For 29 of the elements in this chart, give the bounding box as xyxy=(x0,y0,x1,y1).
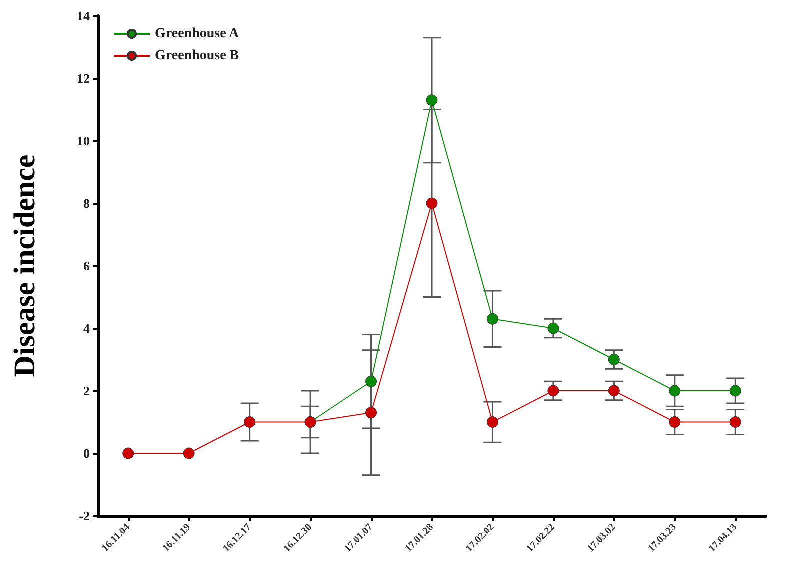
point xyxy=(183,448,195,460)
point xyxy=(730,385,742,397)
y-tick-label: 8 xyxy=(84,196,90,211)
point xyxy=(669,385,681,397)
legend-label: Greenhouse B xyxy=(155,48,240,64)
y-tick-label: 14 xyxy=(77,8,90,24)
y-tick-label: 6 xyxy=(84,258,90,274)
point xyxy=(608,354,620,366)
point xyxy=(669,416,681,428)
point xyxy=(548,322,560,334)
point xyxy=(366,407,378,419)
point xyxy=(486,416,498,428)
y-tick-label: -2 xyxy=(79,508,90,524)
y-tick-label: 12 xyxy=(77,71,90,86)
point xyxy=(486,313,498,325)
point xyxy=(730,416,742,428)
point xyxy=(366,376,378,388)
point xyxy=(244,416,256,428)
y-tick-label: 10 xyxy=(77,134,90,148)
point xyxy=(608,385,620,397)
point xyxy=(122,448,134,460)
y-axis-title: Disease incidence xyxy=(8,154,42,378)
y-tick-label: 4 xyxy=(84,321,90,336)
legend-label: Greenhouse A xyxy=(155,26,240,42)
y-tick-label: 0 xyxy=(84,446,90,461)
y-tick-label: 2 xyxy=(84,384,90,398)
point xyxy=(426,94,438,106)
point xyxy=(426,198,438,210)
point xyxy=(548,385,560,397)
